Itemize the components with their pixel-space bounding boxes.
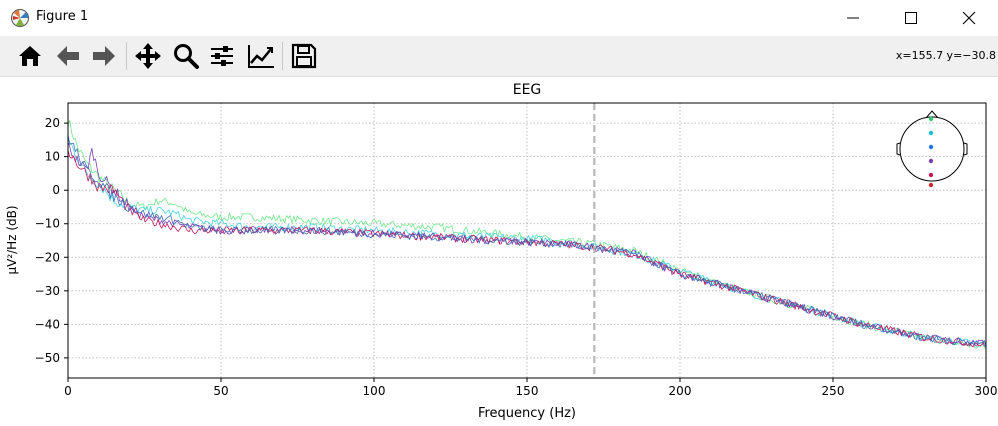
y-tick-label: 20: [45, 116, 60, 130]
matplotlib-logo-icon: [11, 9, 29, 27]
sensor-dot: [928, 172, 934, 178]
pan-button[interactable]: [132, 41, 164, 71]
subplots-button[interactable]: [206, 41, 238, 71]
y-tick-label: −50: [35, 351, 60, 365]
x-axis-ticks: 0 50 100 150 200 250 300: [64, 378, 997, 398]
x-tick-label: 200: [669, 384, 692, 398]
y-tick-label: −40: [35, 317, 60, 331]
minimize-icon: [847, 17, 859, 19]
y-tick-label: 0: [52, 183, 60, 197]
psd-series-line: [67, 135, 987, 346]
chart-title: EEG: [513, 82, 542, 98]
minimize-button[interactable]: [826, 0, 882, 36]
window-title: Figure 1: [36, 9, 89, 24]
psd-chart[interactable]: EEG 0 50 100 150 200 250 300 20100−10−20−30−40…: [0, 77, 998, 422]
home-button[interactable]: [14, 41, 46, 71]
x-tick-label: 250: [822, 384, 845, 398]
sensor-dot: [928, 130, 934, 136]
sensor-dot: [928, 158, 934, 164]
sensor-dot: [928, 182, 934, 188]
y-axis-label: µV²/Hz (dB): [5, 205, 19, 274]
toolbar-separator: [126, 42, 127, 70]
y-tick-label: −10: [35, 217, 60, 231]
x-tick-label: 100: [363, 384, 386, 398]
y-axis-ticks: 20 10 0 −10 −20 −30 −40 −50: [35, 116, 68, 365]
x-axis-label: Frequency (Hz): [478, 406, 576, 421]
y-tick-label: −20: [35, 250, 60, 264]
nose-outline: [925, 110, 939, 119]
save-button[interactable]: [288, 41, 320, 71]
back-button[interactable]: [52, 41, 84, 71]
floppy-disk-icon: [291, 43, 317, 69]
magnifier-icon: [174, 44, 199, 69]
maximize-button[interactable]: [884, 0, 940, 36]
cursor-coordinates: x=155.7 y=−30.8: [895, 49, 996, 62]
sensor-layout-inset: [896, 110, 968, 188]
toolbar-separator: [282, 42, 283, 70]
maximize-icon: [905, 12, 917, 24]
right-ear-outline: [963, 142, 968, 156]
edit-axes-button[interactable]: [244, 41, 276, 71]
x-tick-label: 150: [516, 384, 539, 398]
arrow-left-icon: [57, 46, 79, 66]
close-button[interactable]: [942, 0, 998, 36]
x-tick-label: 300: [975, 384, 998, 398]
sensor-dot: [928, 116, 934, 122]
arrow-right-icon: [93, 46, 115, 66]
home-icon: [19, 46, 41, 66]
move-icon: [135, 43, 161, 69]
figure-canvas[interactable]: EEG 0 50 100 150 200 250 300 20 10 0 −10 −20 −30 −40…: [0, 77, 998, 422]
psd-series-line: [67, 141, 987, 348]
toolbar: [0, 36, 998, 77]
close-icon: [962, 11, 976, 25]
sensor-dot: [928, 144, 934, 150]
y-tick-label: −30: [35, 284, 60, 298]
left-ear-outline: [896, 142, 901, 156]
forward-button[interactable]: [88, 41, 120, 71]
line-chart-icon: [248, 45, 274, 68]
sliders-icon: [211, 46, 233, 66]
psd-series-line: [67, 138, 987, 348]
zoom-button[interactable]: [170, 41, 202, 71]
head-outline: [899, 116, 965, 182]
title-bar: Figure 1: [0, 0, 998, 36]
series-group: [67, 119, 987, 350]
x-tick-label: 50: [213, 384, 228, 398]
y-tick-label: 10: [45, 150, 60, 164]
x-tick-label: 0: [64, 384, 72, 398]
psd-series-line: [67, 119, 987, 350]
